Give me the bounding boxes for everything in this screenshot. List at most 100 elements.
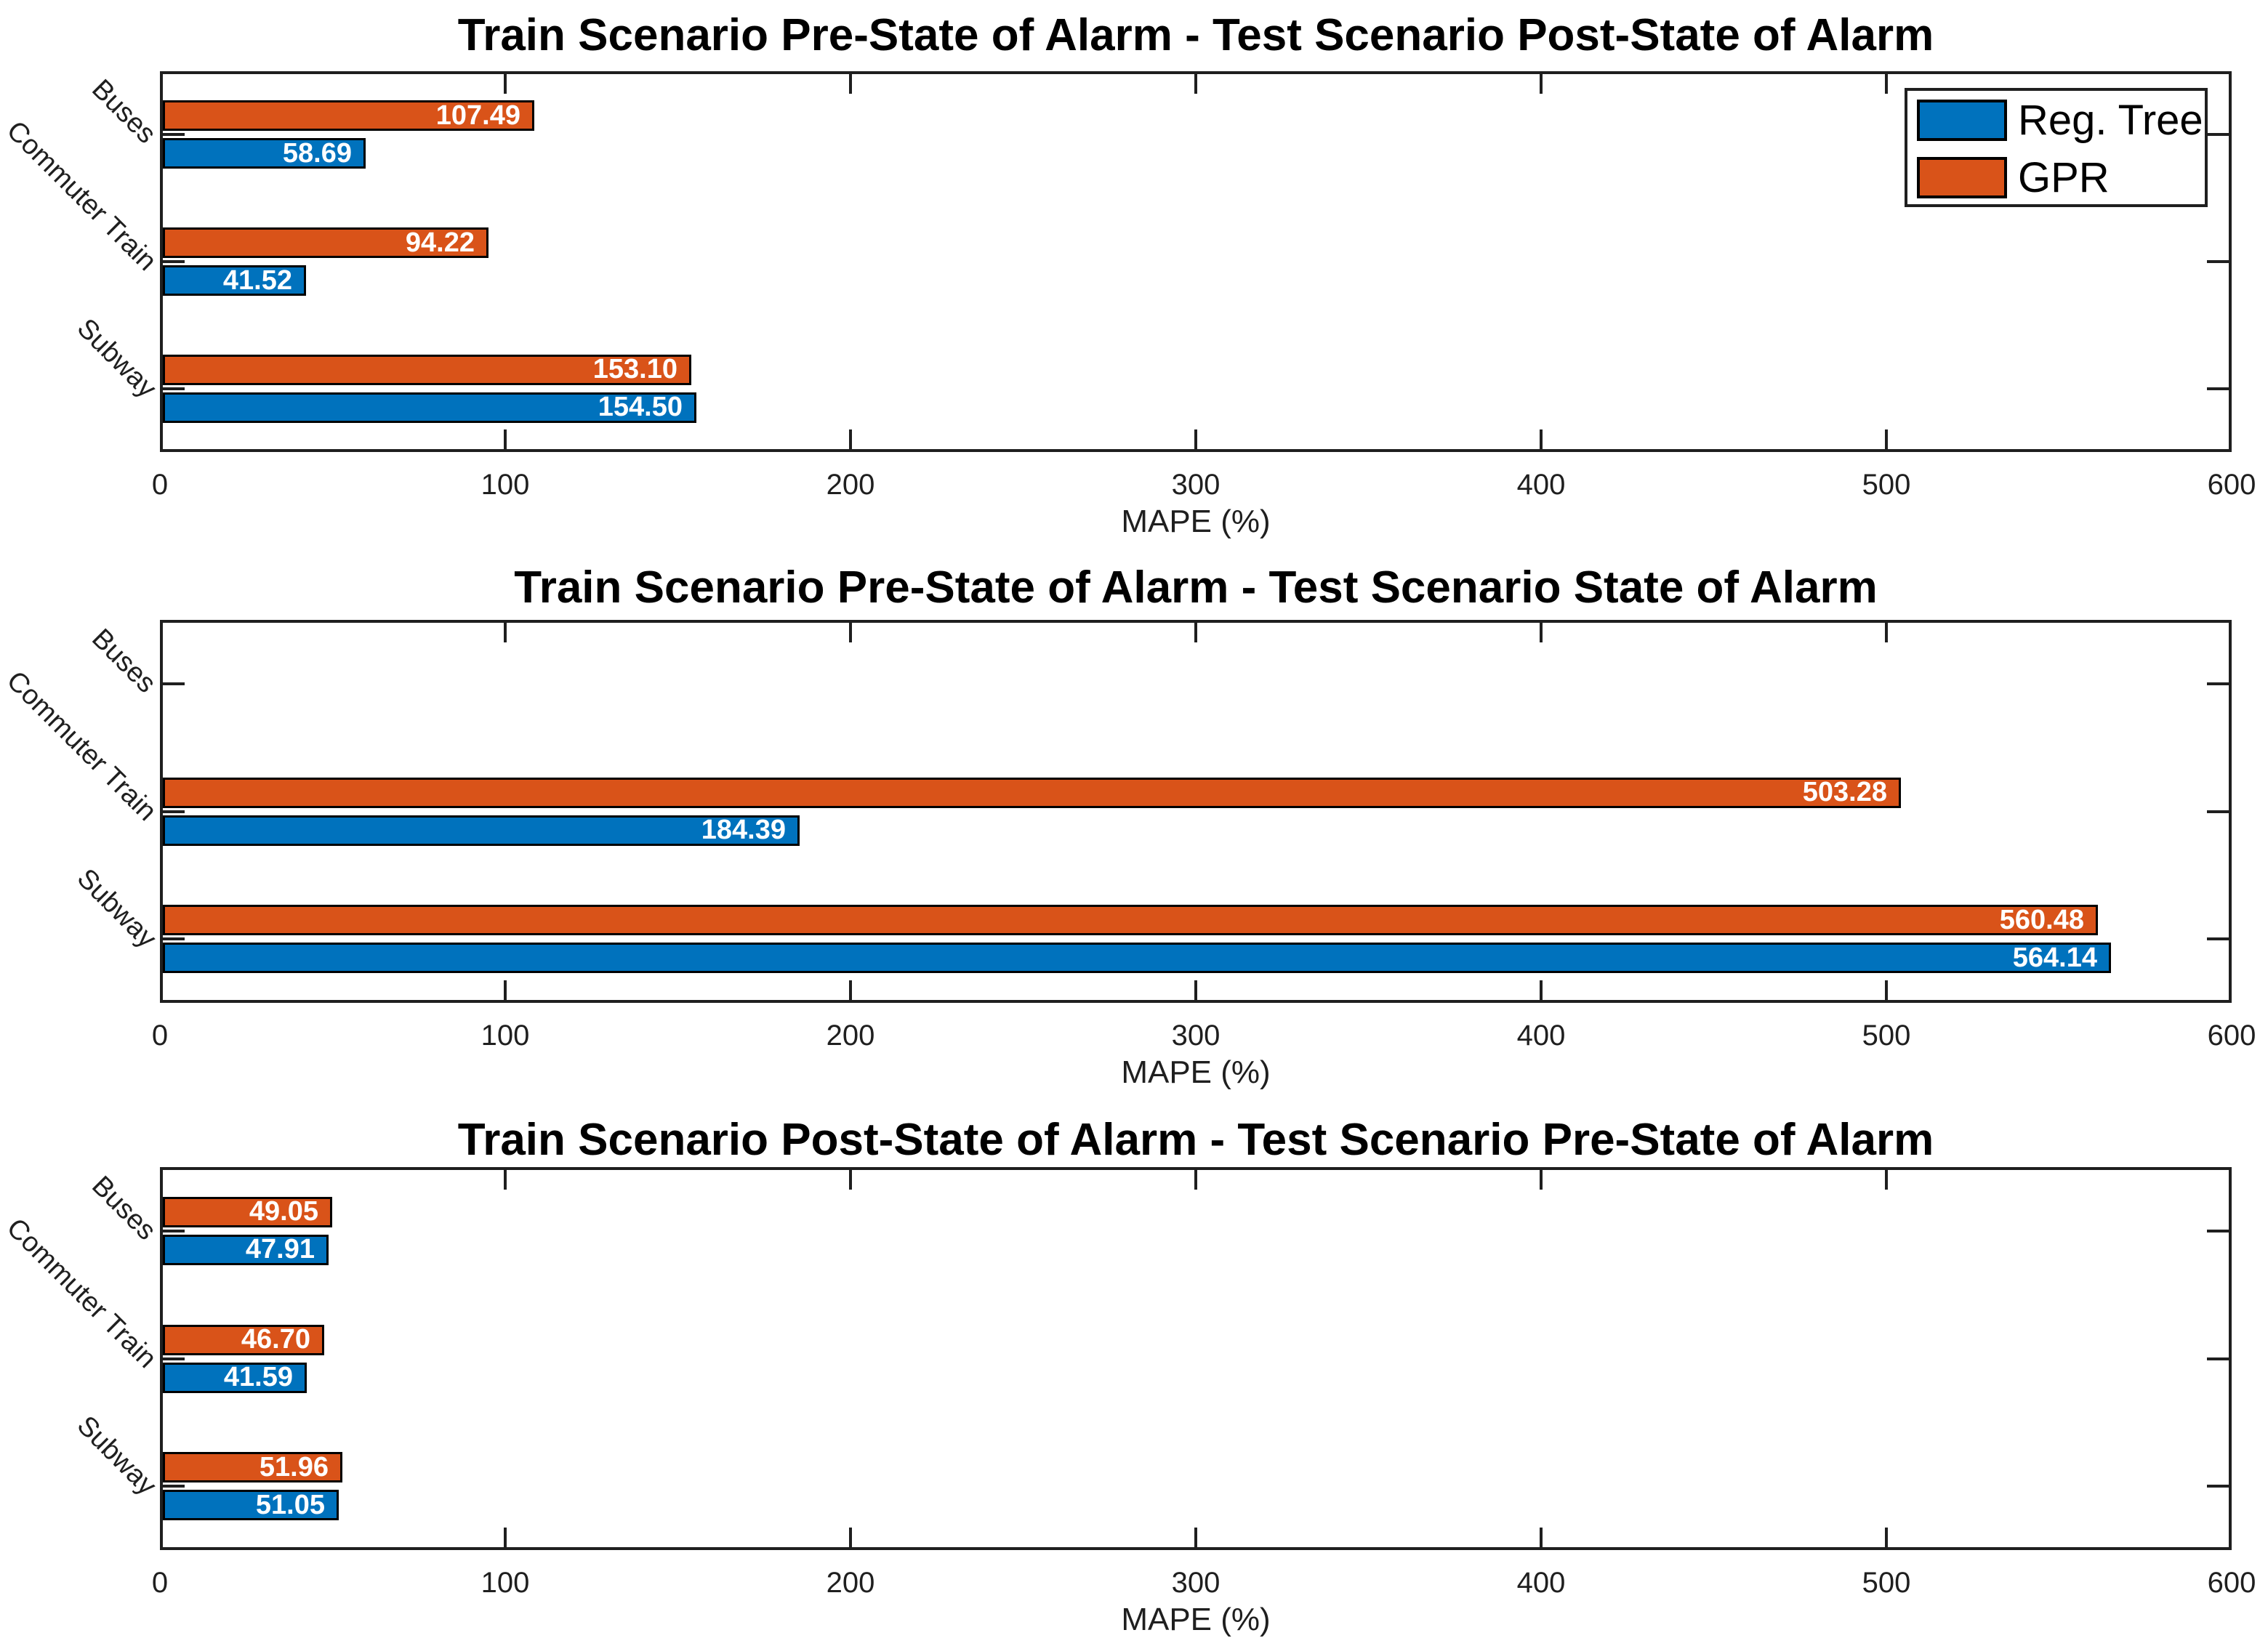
category-label-buses: Buses <box>86 1170 162 1246</box>
x-tick-bottom <box>1540 429 1543 449</box>
bar-value-label: 41.52 <box>222 265 292 296</box>
x-tick-bottom <box>1194 429 1197 449</box>
category-label-buses: Buses <box>86 623 162 699</box>
y-tick-left <box>163 387 185 390</box>
legend-swatch-gpr <box>1917 157 2007 198</box>
chart1-title: Train Scenario Pre-State of Alarm - Test… <box>457 9 1934 60</box>
x-tick-top <box>1194 1170 1197 1190</box>
chart2-title: Train Scenario Pre-State of Alarm - Test… <box>514 562 1878 613</box>
chart1-plot-area <box>160 71 2232 452</box>
chart3-xaxis-label: MAPE (%) <box>1121 1602 1271 1637</box>
y-tick-right <box>2207 937 2229 941</box>
x-tick-bottom <box>504 429 507 449</box>
x-tick-label: 600 <box>2207 1020 2256 1052</box>
x-tick-bottom <box>849 429 852 449</box>
y-tick-right <box>2207 1485 2229 1488</box>
bar-gpr-buses: 107.49 <box>163 100 534 132</box>
y-tick-right <box>2207 387 2229 390</box>
bar-reg-tree-buses: 58.69 <box>163 138 366 169</box>
y-tick-right <box>2207 1357 2229 1360</box>
y-tick-left <box>163 937 185 941</box>
x-tick-bottom <box>1885 980 1888 1000</box>
x-tick-label: 0 <box>151 1567 169 1599</box>
bar-value-label: 560.48 <box>1999 904 2084 935</box>
x-tick-bottom <box>504 980 507 1000</box>
x-tick-top <box>849 74 852 94</box>
bar-reg-tree-commuter-train: 41.59 <box>163 1362 307 1393</box>
bar-gpr-subway: 153.10 <box>163 354 691 385</box>
x-tick-bottom <box>1885 429 1888 449</box>
x-tick-label: 300 <box>1171 469 1221 501</box>
x-tick-label: 400 <box>1516 1567 1566 1599</box>
bar-gpr-buses: 49.05 <box>163 1196 332 1227</box>
category-label-subway: Subway <box>71 1410 162 1502</box>
y-tick-left <box>163 260 185 263</box>
y-tick-right <box>2207 133 2229 137</box>
x-tick-label: 100 <box>480 469 530 501</box>
bar-reg-tree-commuter-train: 184.39 <box>163 815 800 846</box>
bar-value-label: 49.05 <box>249 1196 318 1227</box>
x-tick-bottom <box>849 1528 852 1547</box>
bar-value-label: 51.96 <box>259 1451 329 1482</box>
chart3-title: Train Scenario Post-State of Alarm - Tes… <box>457 1114 1934 1165</box>
category-label-subway: Subway <box>71 312 162 404</box>
x-tick-top <box>1540 1170 1543 1190</box>
category-label-subway: Subway <box>71 863 162 955</box>
x-tick-label: 100 <box>480 1020 530 1052</box>
y-tick-left <box>163 810 185 813</box>
bar-value-label: 41.59 <box>223 1362 293 1392</box>
bar-value-label: 184.39 <box>701 815 786 845</box>
legend-item-gpr: GPR <box>1917 157 2205 199</box>
legend: Reg. Tree GPR <box>1905 88 2208 207</box>
bar-reg-tree-subway: 51.05 <box>163 1489 339 1521</box>
x-tick-label: 600 <box>2207 1567 2256 1599</box>
y-tick-right <box>2207 1229 2229 1232</box>
bar-value-label: 94.22 <box>405 227 475 258</box>
legend-label-reg-tree: Reg. Tree <box>2018 97 2203 144</box>
x-tick-top <box>849 623 852 642</box>
bar-reg-tree-subway: 154.50 <box>163 392 696 423</box>
x-tick-top <box>849 1170 852 1190</box>
x-tick-bottom <box>1540 980 1543 1000</box>
x-tick-top <box>1885 623 1888 642</box>
bar-gpr-commuter-train: 503.28 <box>163 777 1901 808</box>
x-tick-label: 400 <box>1516 469 1566 501</box>
x-tick-top <box>504 74 507 94</box>
x-tick-label: 300 <box>1171 1567 1221 1599</box>
x-tick-top <box>1540 623 1543 642</box>
x-tick-label: 500 <box>1862 469 1911 501</box>
x-tick-bottom <box>1540 1528 1543 1547</box>
bar-value-label: 58.69 <box>282 137 352 169</box>
bar-value-label: 51.05 <box>255 1489 325 1520</box>
y-tick-right <box>2207 810 2229 813</box>
y-tick-right <box>2207 682 2229 685</box>
chart2-xaxis-label: MAPE (%) <box>1121 1054 1271 1090</box>
x-tick-top <box>1540 74 1543 94</box>
category-label-buses: Buses <box>86 73 162 150</box>
x-tick-bottom <box>504 1528 507 1547</box>
y-tick-left <box>163 682 185 685</box>
y-tick-right <box>2207 260 2229 263</box>
x-tick-label: 200 <box>826 469 875 501</box>
bar-value-label: 153.10 <box>592 354 677 385</box>
x-tick-bottom <box>1885 1528 1888 1547</box>
legend-swatch-reg-tree <box>1917 100 2007 141</box>
x-tick-label: 100 <box>480 1567 530 1599</box>
bar-gpr-commuter-train: 46.70 <box>163 1324 324 1355</box>
x-tick-label: 500 <box>1862 1567 1911 1599</box>
bar-value-label: 503.28 <box>1802 777 1887 807</box>
legend-item-reg-tree: Reg. Tree <box>1917 97 2205 144</box>
x-tick-bottom <box>849 980 852 1000</box>
x-tick-bottom <box>1194 1528 1197 1547</box>
y-tick-left <box>163 1485 185 1488</box>
x-tick-label: 0 <box>151 1020 169 1052</box>
bar-reg-tree-commuter-train: 41.52 <box>163 265 306 296</box>
chart1-xaxis-label: MAPE (%) <box>1121 504 1271 539</box>
bar-value-label: 47.91 <box>245 1234 315 1265</box>
x-tick-label: 300 <box>1171 1020 1221 1052</box>
chart2-plot-area <box>160 620 2232 1003</box>
x-tick-top <box>504 623 507 642</box>
bar-value-label: 107.49 <box>435 100 520 131</box>
x-tick-bottom <box>1194 980 1197 1000</box>
